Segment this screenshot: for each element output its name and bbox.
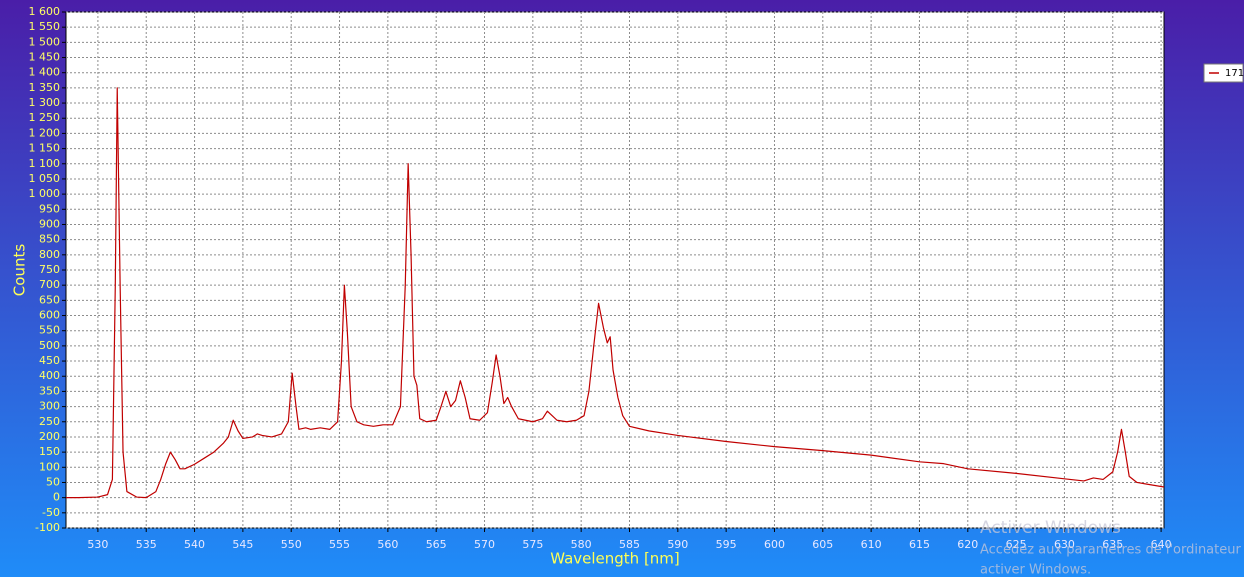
y-tick-label: 250 [39, 415, 60, 428]
y-tick-label: 350 [39, 384, 60, 397]
y-tick-label: 400 [39, 369, 60, 382]
y-tick-label: 1 050 [29, 172, 61, 185]
x-tick-label: 605 [812, 538, 833, 551]
legend-label: 171 [1225, 68, 1244, 79]
y-tick-label: 650 [39, 293, 60, 306]
y-tick-label: 150 [39, 445, 60, 458]
x-tick-label: 635 [1102, 538, 1123, 551]
x-tick-label: 640 [1151, 538, 1172, 551]
y-tick-label: 1 200 [29, 126, 61, 139]
y-tick-label: 750 [39, 263, 60, 276]
x-tick-label: 580 [571, 538, 592, 551]
y-tick-label: 550 [39, 324, 60, 337]
y-tick-label: 700 [39, 278, 60, 291]
x-tick-label: 540 [184, 538, 205, 551]
x-tick-label: 555 [329, 538, 350, 551]
y-tick-label: 1 400 [29, 66, 61, 79]
y-tick-label: 1 250 [29, 111, 61, 124]
x-tick-label: 600 [764, 538, 785, 551]
y-tick-label: 1 350 [29, 81, 61, 94]
x-tick-label: 615 [909, 538, 930, 551]
os-overlay-heading: Activer Windows [980, 518, 1121, 538]
x-tick-label: 565 [426, 538, 447, 551]
y-tick-label: 500 [39, 339, 60, 352]
x-tick-label: 545 [232, 538, 253, 551]
x-tick-label: 590 [667, 538, 688, 551]
y-tick-label: -100 [35, 521, 60, 534]
y-tick-label: 950 [39, 202, 60, 215]
x-tick-label: 550 [281, 538, 302, 551]
y-tick-label: 1 150 [29, 142, 61, 155]
legend-box [1203, 63, 1244, 83]
os-overlay-text: activer Windows. [980, 563, 1091, 577]
x-tick-label: 595 [716, 538, 737, 551]
x-tick-label: 610 [861, 538, 882, 551]
spectrum-line [66, 87, 1165, 499]
y-tick-label: 1 100 [29, 157, 61, 170]
x-tick-label: 535 [136, 538, 157, 551]
x-tick-label: 560 [377, 538, 398, 551]
y-tick-label: 450 [39, 354, 60, 367]
y-tick-label: 1 300 [29, 96, 61, 109]
lines [66, 87, 1165, 499]
y-tick-label: 100 [39, 460, 60, 473]
y-axis-title: Counts [11, 244, 29, 297]
x-tick-label: 620 [957, 538, 978, 551]
y-tick-label: 900 [39, 217, 60, 230]
x-tick-label: 625 [1006, 538, 1027, 551]
y-tick-label: 800 [39, 248, 60, 261]
y-tick-label: 850 [39, 233, 60, 246]
x-tick-label: 575 [522, 538, 543, 551]
y-tick-label: 0 [53, 491, 60, 504]
y-tick-label: 600 [39, 309, 60, 322]
grid [66, 11, 1164, 529]
ticks: -100 -50 0 50 100 150 200 250 300 350 400 450 500 550… [29, 5, 1172, 551]
y-tick-label: 1 500 [29, 35, 61, 48]
x-tick-label: 570 [474, 538, 495, 551]
os-overlay-text: Accédez aux paramètres de l'ordinateur [980, 543, 1241, 558]
y-tick-label: 1 000 [29, 187, 61, 200]
x-tick-label: 585 [619, 538, 640, 551]
y-tick-label: 1 450 [29, 51, 61, 64]
x-tick-label: 630 [1054, 538, 1075, 551]
y-tick-label: 50 [46, 475, 60, 488]
y-tick-label: 1 550 [29, 20, 61, 33]
x-axis-title: Wavelength [nm] [550, 550, 680, 568]
legend: 171 [1203, 63, 1244, 83]
y-tick-label: -50 [42, 506, 60, 519]
y-tick-label: 1 600 [29, 5, 61, 18]
x-tick-label: 530 [87, 538, 108, 551]
y-tick-label: 200 [39, 430, 60, 443]
y-tick-label: 300 [39, 400, 60, 413]
